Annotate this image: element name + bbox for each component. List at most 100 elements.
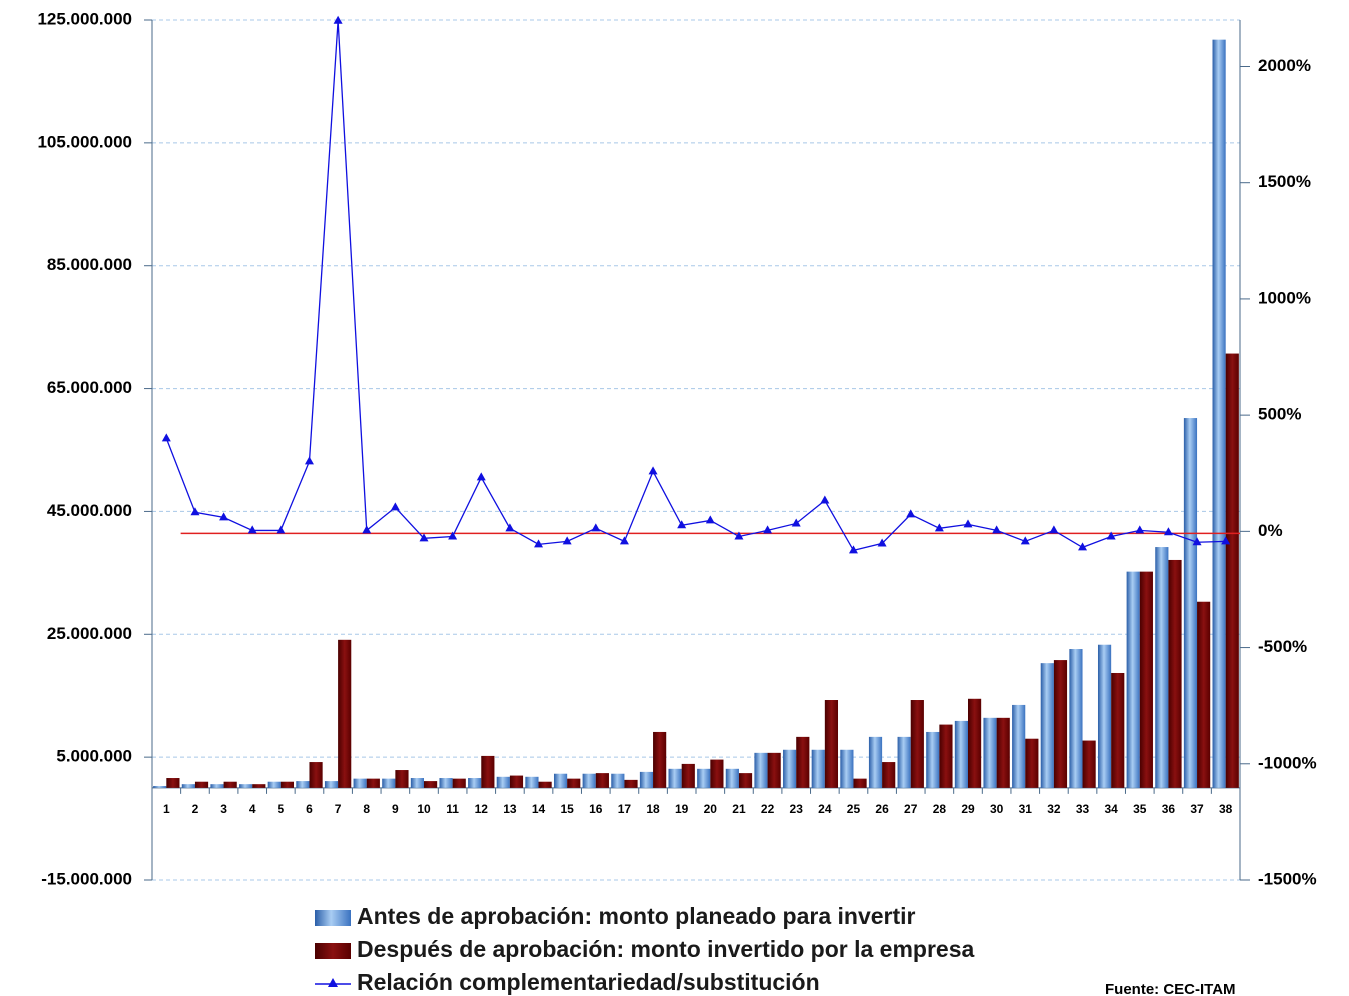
bar bbox=[639, 771, 654, 788]
y-tick-label: 105.000.000 bbox=[37, 132, 132, 151]
legend-label: Después de aprobación: monto invertido p… bbox=[357, 936, 975, 962]
x-tick-label: 9 bbox=[392, 802, 399, 816]
bar bbox=[783, 749, 797, 788]
legend-swatch bbox=[328, 978, 338, 987]
line-marker bbox=[333, 15, 343, 24]
bar bbox=[710, 759, 724, 788]
bar bbox=[882, 762, 896, 788]
bar bbox=[926, 731, 940, 788]
x-tick-label: 8 bbox=[363, 802, 370, 816]
y2-tick-label: 2000% bbox=[1258, 56, 1311, 75]
bar bbox=[1197, 601, 1211, 788]
bar bbox=[366, 778, 380, 788]
bar bbox=[811, 749, 825, 788]
bar bbox=[181, 784, 195, 788]
x-tick-label: 7 bbox=[335, 802, 342, 816]
bar bbox=[309, 762, 323, 788]
bar bbox=[1168, 559, 1182, 788]
x-tick-label: 35 bbox=[1133, 802, 1147, 816]
bar bbox=[567, 778, 581, 788]
x-tick-label: 36 bbox=[1162, 802, 1176, 816]
y2-tick-label: -1000% bbox=[1258, 753, 1317, 772]
x-tick-label: 6 bbox=[306, 802, 313, 816]
y-tick-label: 25.000.000 bbox=[47, 624, 132, 643]
line-marker bbox=[362, 525, 372, 534]
bar bbox=[611, 773, 625, 788]
x-tick-label: 22 bbox=[761, 802, 775, 816]
line-marker bbox=[505, 523, 515, 532]
bar bbox=[853, 778, 867, 788]
bar bbox=[582, 773, 596, 788]
x-tick-label: 13 bbox=[503, 802, 517, 816]
x-tick-label: 11 bbox=[446, 802, 459, 816]
y-tick-label: 65.000.000 bbox=[47, 378, 132, 397]
x-tick-label: 37 bbox=[1190, 802, 1204, 816]
bar bbox=[1212, 39, 1226, 788]
bar bbox=[382, 778, 396, 788]
x-tick-label: 10 bbox=[417, 802, 431, 816]
line-marker bbox=[161, 433, 171, 442]
bar bbox=[983, 717, 997, 788]
x-tick-label: 3 bbox=[220, 802, 227, 816]
line-marker bbox=[963, 519, 973, 528]
bar bbox=[725, 768, 739, 788]
bar bbox=[267, 781, 281, 788]
line-marker bbox=[1163, 527, 1173, 536]
x-tick-label: 23 bbox=[790, 802, 804, 816]
bar bbox=[939, 724, 953, 788]
line-marker bbox=[763, 525, 773, 534]
bar bbox=[252, 784, 266, 788]
line-marker bbox=[591, 523, 601, 532]
x-tick-label: 25 bbox=[847, 802, 861, 816]
bar bbox=[210, 784, 224, 788]
line-marker bbox=[1049, 525, 1059, 534]
line-marker bbox=[934, 523, 944, 532]
x-tick-label: 24 bbox=[818, 802, 832, 816]
bar bbox=[653, 731, 667, 788]
line-marker bbox=[705, 515, 715, 524]
y2-tick-label: 500% bbox=[1258, 405, 1301, 424]
line-marker bbox=[848, 545, 858, 554]
x-tick-label: 17 bbox=[618, 802, 632, 816]
y2-tick-label: -1500% bbox=[1258, 869, 1317, 888]
y-tick-label: 85.000.000 bbox=[47, 255, 132, 274]
line-marker bbox=[734, 531, 744, 540]
x-tick-label: 16 bbox=[589, 802, 603, 816]
line-marker bbox=[906, 509, 916, 518]
x-tick-label: 32 bbox=[1047, 802, 1061, 816]
bar bbox=[166, 778, 180, 788]
bar bbox=[1012, 704, 1026, 788]
bar bbox=[840, 749, 854, 788]
x-tick-label: 20 bbox=[704, 802, 718, 816]
bar bbox=[954, 720, 968, 788]
bar bbox=[1111, 672, 1125, 788]
x-tick-label: 28 bbox=[933, 802, 947, 816]
bar bbox=[468, 778, 482, 788]
bar bbox=[595, 773, 609, 788]
bar bbox=[868, 736, 883, 788]
bar bbox=[353, 778, 367, 788]
y2-tick-label: 0% bbox=[1258, 521, 1283, 540]
x-tick-label: 4 bbox=[249, 802, 256, 816]
y2-tick-label: 1500% bbox=[1258, 172, 1311, 191]
legend-label: Relación complementariedad/substitución bbox=[357, 969, 820, 995]
x-tick-label: 38 bbox=[1219, 802, 1233, 816]
x-tick-label: 5 bbox=[277, 802, 284, 816]
bar bbox=[1069, 649, 1083, 788]
line-marker bbox=[648, 466, 658, 475]
bar bbox=[824, 700, 839, 788]
y-tick-label: -15.000.000 bbox=[41, 869, 132, 888]
bar bbox=[324, 781, 339, 788]
line-marker bbox=[791, 518, 801, 527]
bar bbox=[1225, 353, 1239, 788]
line-marker bbox=[276, 525, 286, 534]
legend-swatch bbox=[315, 943, 351, 959]
bar bbox=[624, 779, 638, 788]
bar bbox=[910, 700, 924, 788]
bar bbox=[1183, 418, 1198, 788]
line-marker bbox=[534, 539, 544, 548]
line-marker bbox=[1135, 525, 1145, 534]
bar bbox=[1126, 571, 1140, 788]
bar bbox=[738, 773, 753, 788]
